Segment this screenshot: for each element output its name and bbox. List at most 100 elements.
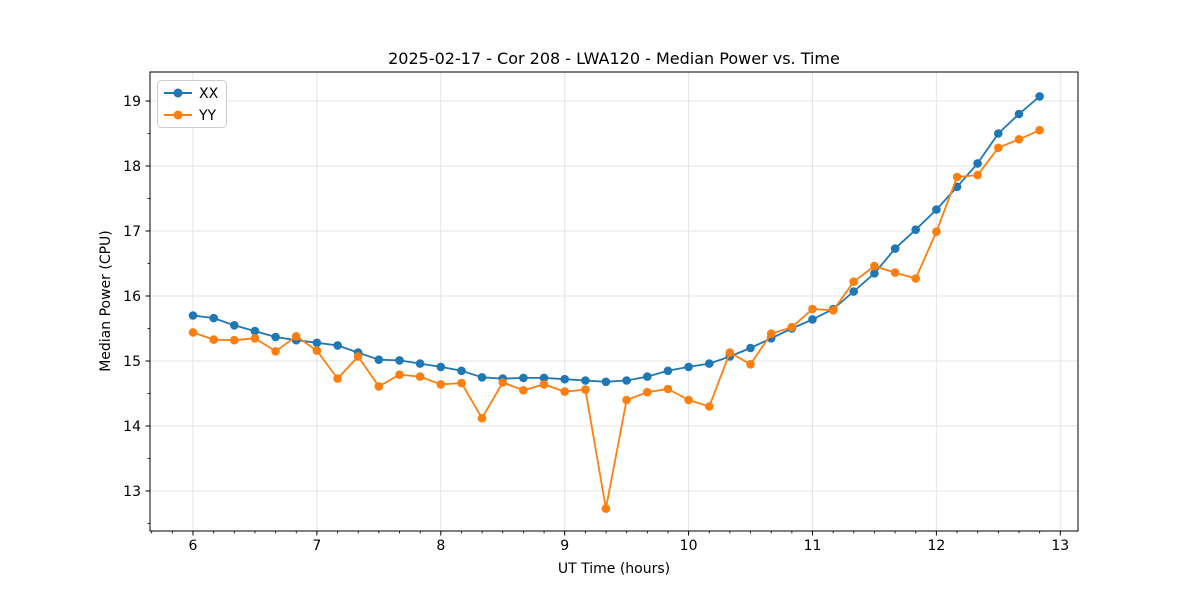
series-xx-point	[250, 326, 260, 336]
series-yy-point	[312, 346, 322, 355]
series-yy-point	[498, 378, 508, 387]
series-xx-point	[994, 129, 1003, 138]
series-yy-point	[353, 352, 363, 361]
series-xx-point	[539, 373, 549, 383]
series-xx-line	[192, 95, 1041, 383]
series-xx-point	[312, 338, 322, 348]
axes-frame	[149, 71, 1079, 532]
y-tick-label: 14	[123, 419, 141, 435]
series-xx-point	[436, 362, 446, 372]
series-xx-point	[333, 341, 342, 350]
series-yy-point	[932, 227, 941, 236]
series-xx-point	[457, 366, 466, 376]
x-tick-label: 12	[927, 538, 945, 554]
series-xx-point	[1014, 109, 1024, 119]
series-xx-point	[663, 366, 673, 376]
series-yy-point	[973, 170, 982, 180]
legend-item-yy: YY	[164, 108, 217, 124]
series-xx-point	[705, 359, 714, 368]
series-yy-point	[643, 387, 652, 397]
series-yy-point	[994, 143, 1003, 153]
series-yy-point	[746, 360, 755, 369]
series-yy-point	[911, 274, 920, 283]
y-tick-label: 13	[123, 484, 141, 500]
series-yy-point	[271, 347, 280, 356]
series-xx-point	[684, 362, 693, 372]
y-tick-label: 18	[123, 159, 141, 175]
legend: XX YY	[157, 80, 227, 128]
series-yy-point	[560, 387, 569, 396]
series-yy-point	[250, 334, 260, 343]
series-xx-point	[932, 205, 941, 214]
series-xx-point	[271, 332, 280, 342]
series-yy-point	[890, 268, 900, 277]
series-xx-point	[622, 376, 631, 385]
series-yy-point	[477, 413, 487, 423]
x-tick-label: 6	[189, 538, 198, 554]
series-yy-point	[705, 402, 714, 411]
series-yy-point	[188, 328, 198, 337]
chart-title: 2025-02-17 - Cor 208 - LWA120 - Median P…	[388, 49, 840, 68]
series-xx-point	[209, 313, 218, 323]
series-xx-point	[395, 356, 404, 365]
x-tick-label: 7	[312, 538, 321, 554]
series-yy-point	[663, 384, 673, 394]
series-yy-point	[1014, 135, 1024, 144]
series-xx-point	[230, 321, 239, 330]
series-yy-point	[725, 348, 735, 357]
series-xx-point	[374, 355, 384, 365]
series-xx-point	[911, 225, 920, 234]
series-xx-point	[415, 359, 425, 368]
series-yy-point	[436, 380, 446, 389]
series-yy-point	[808, 304, 817, 314]
series-yy-point	[539, 380, 549, 389]
series-xx-point	[808, 315, 817, 324]
y-tick-label: 19	[123, 94, 141, 110]
x-axis-label: UT Time (hours)	[558, 561, 670, 577]
series-yy-point	[1035, 125, 1044, 135]
series-xx-point	[601, 377, 611, 387]
series-xx-point	[890, 244, 900, 253]
series-yy-point	[374, 382, 384, 391]
series-yy-point	[870, 261, 879, 271]
x-tick-label: 13	[1051, 538, 1069, 554]
series-xx-point	[560, 374, 569, 384]
series-yy-point	[766, 329, 776, 339]
legend-label-xx: XX	[199, 86, 219, 102]
series-yy-point	[952, 172, 962, 182]
series-xx-point	[643, 372, 652, 381]
x-tick-label: 10	[680, 538, 698, 554]
series-yy-point	[395, 370, 404, 380]
series-xx-point	[1035, 92, 1044, 101]
x-tick-label: 8	[436, 538, 445, 554]
series-xx-point	[188, 311, 198, 320]
y-tick-label: 15	[123, 354, 141, 370]
series-yy-point	[581, 385, 590, 394]
legend-label-yy: YY	[198, 108, 217, 124]
x-tick-label: 9	[560, 538, 569, 554]
series-xx-point	[477, 373, 487, 382]
plot-area: 6 7 8 9 10 11 12 13 13 14 15 16 17 18 19	[123, 72, 1078, 554]
legend-marker-xx-icon	[173, 88, 183, 98]
series-yy-point	[787, 322, 797, 332]
series-yy-line	[192, 129, 1040, 510]
series-yy-point	[209, 335, 218, 344]
series-xx-point	[973, 159, 982, 168]
series-yy-point	[291, 332, 301, 341]
series-xx-point	[870, 269, 879, 278]
y-tick-label: 16	[123, 289, 141, 305]
series-yy-point	[828, 306, 838, 315]
series-yy-point	[622, 395, 631, 405]
series-yy-point	[601, 504, 611, 513]
series-yy-point	[415, 372, 425, 381]
y-tick-label: 17	[123, 224, 141, 240]
series-xx-point	[519, 373, 528, 383]
series-xx-point	[581, 376, 590, 385]
legend-item-xx: XX	[164, 86, 219, 102]
y-axis-label: Median Power (CPU)	[98, 230, 114, 372]
series-yy-point	[230, 335, 239, 345]
x-tick-label: 11	[804, 538, 822, 554]
legend-marker-yy-icon	[173, 110, 183, 120]
